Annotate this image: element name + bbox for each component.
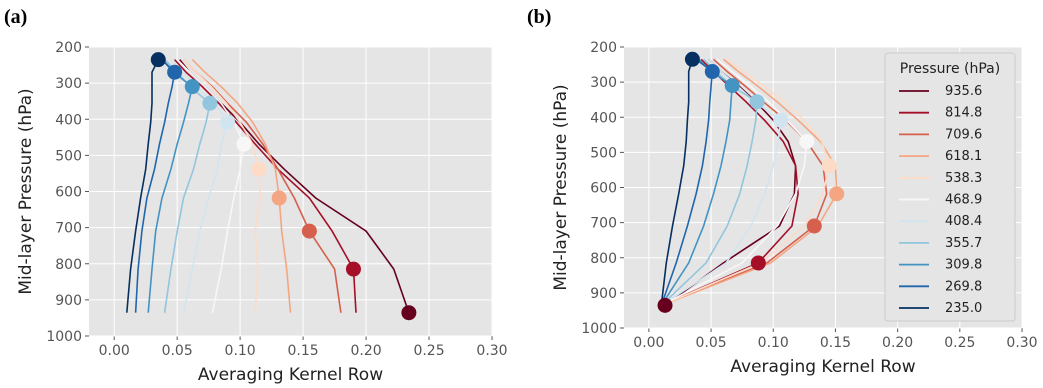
y-tick-label: 700 [55,221,82,237]
legend-label-309.8: 309.8 [945,258,982,273]
x-tick-label: 0.20 [350,343,381,359]
y-tick-label: 600 [590,181,617,197]
x-axis-label: Averaging Kernel Row [730,357,915,377]
series-line-235.0 [126,59,160,313]
series-marker-309.8 [184,79,200,95]
legend-label-408.4: 408.4 [945,214,982,229]
x-tick-label: 0.30 [1006,335,1037,351]
y-tick-label: 500 [590,145,617,161]
series-marker-355.7 [202,95,218,111]
x-tick-label: 0.15 [288,343,319,359]
series-line-814.8 [660,58,799,307]
y-axis-label: Mid-layer Pressure (hPa) [551,84,571,290]
x-tick-label: 0.10 [758,335,789,351]
series-line-309.8 [147,59,194,313]
legend-label-235.0: 235.0 [945,301,982,316]
legend-label-355.7: 355.7 [945,236,982,251]
y-tick-label: 200 [55,40,82,56]
series-marker-408.4 [220,114,236,130]
y-tick-label: 1000 [46,329,82,345]
series-marker-709.6 [806,218,822,234]
series-line-538.3 [660,58,831,307]
legend-title: Pressure (hPa) [900,61,1000,77]
y-tick-label: 1000 [581,321,617,337]
series-marker-935.6 [657,297,673,313]
legend-label-709.6: 709.6 [945,127,982,142]
series-line-269.8 [660,58,714,306]
legend-label-468.9: 468.9 [945,193,982,208]
series-line-618.1 [191,59,292,313]
series-marker-814.8 [345,261,361,277]
series-line-618.1 [661,58,838,307]
legend-label-269.8: 269.8 [945,279,982,294]
legend-label-618.1: 618.1 [945,149,982,164]
series-marker-538.3 [251,161,267,177]
legend-label-935.6: 935.6 [945,84,982,99]
series-marker-709.6 [301,223,317,239]
y-tick-label: 700 [590,216,617,232]
legend-label-538.3: 538.3 [945,171,982,186]
x-tick-label: 0.00 [633,335,664,351]
x-tick-label: 0.25 [413,343,444,359]
series-line-538.3 [182,59,262,313]
series-marker-618.1 [271,190,287,206]
series-line-309.8 [660,58,734,306]
series-marker-468.9 [236,136,252,152]
y-tick-label: 800 [55,257,82,273]
series-marker-269.8 [167,64,183,80]
series-marker-355.7 [749,94,765,110]
x-axis-label: Averaging Kernel Row [198,365,383,385]
series-marker-269.8 [704,64,720,80]
x-tick-label: 0.25 [944,335,975,351]
series-marker-235.0 [150,52,166,68]
series-marker-814.8 [750,255,766,271]
chart-panel-b: 0.00 0.05 0.10 0.15 0.20 0.25 0.30 200 300 400 500… [551,40,1038,377]
series-marker-235.0 [684,51,700,67]
series-marker-309.8 [724,78,740,94]
x-tick-label: 0.05 [162,343,193,359]
y-tick-label: 300 [55,76,82,92]
x-tick-label: 0.15 [820,335,851,351]
chart-panel-a: 0.00 0.05 0.10 0.15 0.20 0.25 0.30 200 300 400 500… [16,40,508,385]
x-tick-label: 0.10 [225,343,256,359]
y-tick-label: 900 [590,286,617,302]
y-tick-label: 600 [55,185,82,201]
series-line-269.8 [134,59,176,313]
series-line-235.0 [660,59,694,306]
panel-label-b: (b) [527,6,552,28]
legend-box [884,52,1016,322]
x-tick-label: 0.20 [882,335,913,351]
series-marker-935.6 [401,305,417,321]
legend-label-814.8: 814.8 [945,106,982,121]
y-tick-label: 300 [590,75,617,91]
series-marker-468.9 [799,133,815,149]
y-tick-label: 800 [590,251,617,267]
x-tick-label: 0.30 [476,343,507,359]
x-tick-label: 0.05 [695,335,726,351]
y-tick-label: 900 [55,293,82,309]
series-marker-618.1 [829,186,845,202]
panel-label-a: (a) [4,6,28,28]
y-axis-label: Mid-layer Pressure (hPa) [16,88,36,294]
series-marker-408.4 [773,112,789,128]
x-tick-label: 0.00 [99,343,130,359]
y-tick-label: 200 [590,40,617,56]
y-tick-label: 400 [590,110,617,126]
series-marker-538.3 [821,158,837,174]
y-tick-label: 500 [55,148,82,164]
y-tick-label: 400 [55,112,82,128]
